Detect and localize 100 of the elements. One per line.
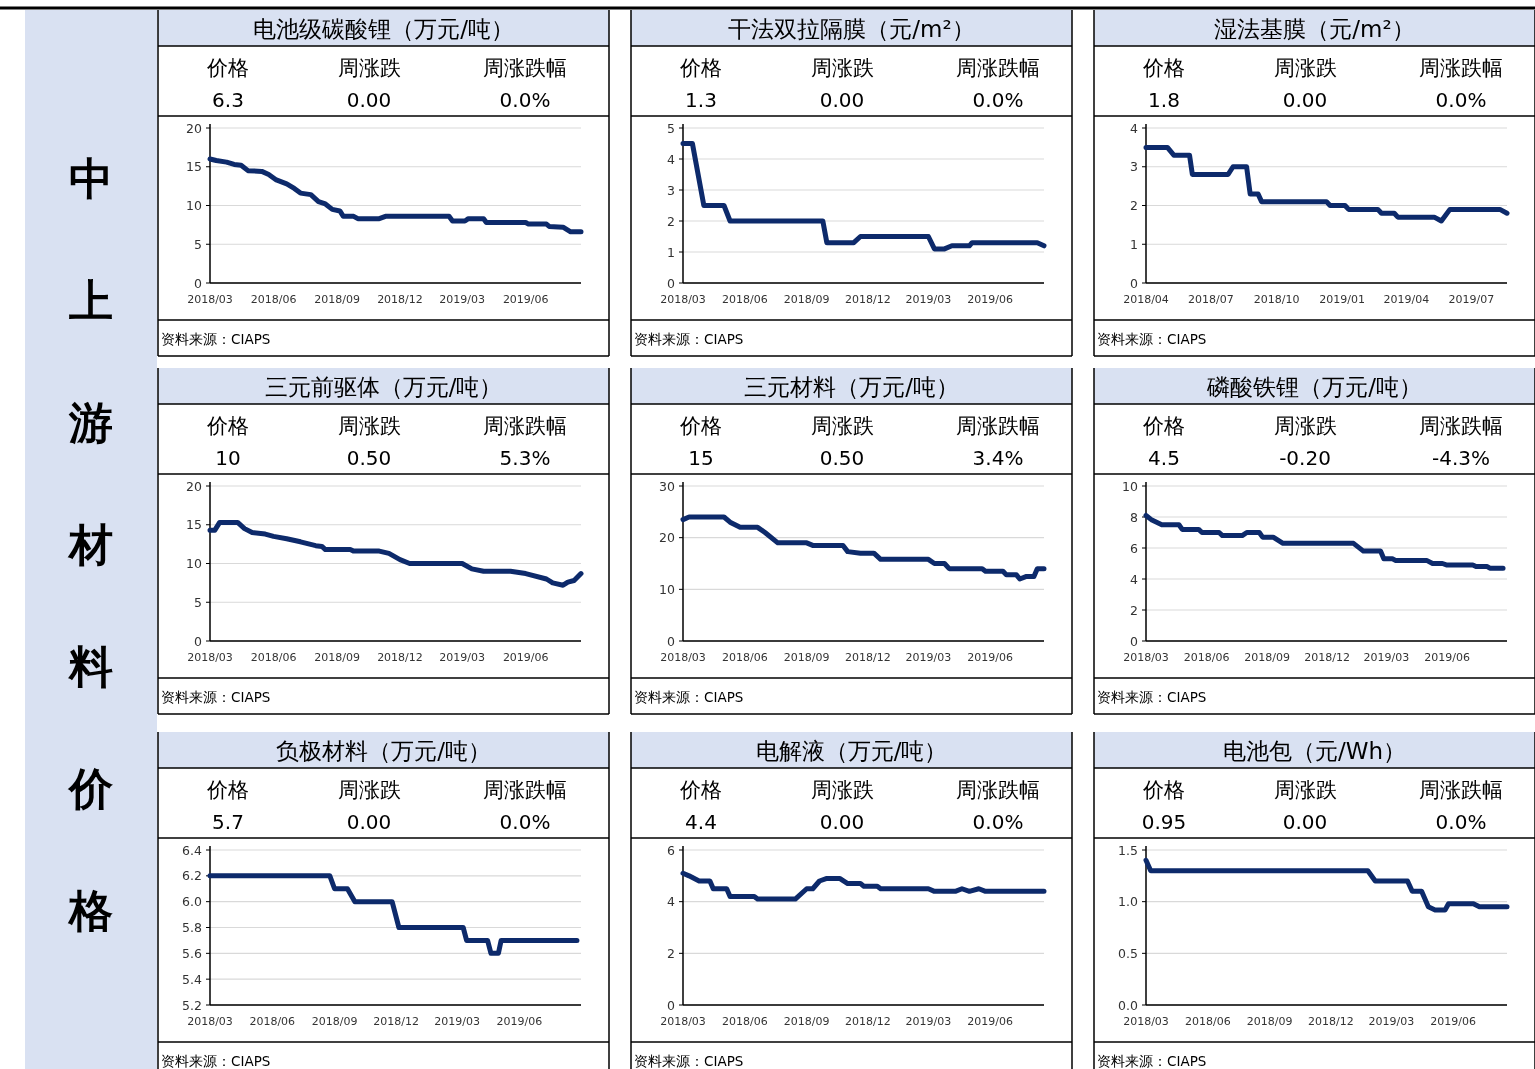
- y-tick-label: 0.0: [1118, 997, 1139, 1013]
- x-tick-label: 2018/12: [845, 293, 891, 306]
- text: 1.3: [685, 88, 717, 112]
- text: 资料来源：CIAPS: [1097, 689, 1207, 705]
- text: 0.50: [819, 446, 865, 470]
- x-tick-label: 2018/09: [783, 293, 830, 306]
- x-tick-label: 2018/09: [1246, 1015, 1293, 1028]
- text: 0.0%: [972, 810, 1024, 834]
- x-tick-label: 2018/06: [1183, 651, 1230, 664]
- y-tick-label: 0: [1130, 633, 1139, 649]
- x-tick-label: 2019/03: [439, 293, 486, 306]
- x-tick-label: 2019/07: [1448, 293, 1495, 306]
- x-tick-label: 2018/04: [1123, 293, 1169, 306]
- x-tick-label: 2019/03: [439, 651, 486, 664]
- x-tick-label: 2018/06: [1185, 1015, 1231, 1028]
- chart-title: 干法双拉隔膜（元/m²）: [728, 16, 975, 42]
- x-tick-label: 2018/03: [660, 1015, 706, 1028]
- x-tick-label: 2019/03: [905, 651, 952, 664]
- x-tick-label: 2019/03: [905, 1015, 952, 1028]
- x-tick-label: 2018/09: [783, 1015, 830, 1028]
- text: 5.3%: [499, 446, 551, 470]
- text: 资料来源：CIAPS: [634, 1053, 744, 1069]
- y-tick-label: 0: [667, 997, 676, 1013]
- x-tick-label: 2018/12: [1308, 1015, 1354, 1028]
- text: 6.3: [212, 88, 244, 112]
- text: 价格: [1142, 414, 1185, 438]
- x-tick-label: 2018/09: [314, 651, 360, 664]
- text: 0.00: [819, 88, 865, 112]
- y-tick-label: 6.0: [182, 894, 203, 910]
- x-tick-label: 2018/09: [783, 651, 830, 664]
- text: 周涨跌幅: [483, 56, 567, 80]
- x-tick-label: 2018/12: [377, 651, 423, 664]
- text: 5.7: [212, 810, 244, 834]
- text: 0.00: [1282, 810, 1328, 834]
- text: 周涨跌: [810, 778, 874, 802]
- chart-title: 电池级碳酸锂（万元/吨）: [253, 16, 514, 42]
- chart-title: 负极材料（万元/吨）: [276, 738, 491, 764]
- x-tick-label: 2019/03: [1363, 651, 1410, 664]
- x-tick-label: 2018/06: [250, 293, 297, 306]
- y-tick-label: 0.5: [1118, 945, 1138, 961]
- x-tick-label: 2019/06: [496, 1015, 543, 1028]
- text: 3.4%: [972, 446, 1024, 470]
- x-tick-label: 2018/12: [377, 293, 423, 306]
- y-tick-label: 20: [659, 530, 676, 546]
- text: 周涨跌幅: [956, 778, 1040, 802]
- x-tick-label: 2018/06: [722, 651, 768, 664]
- y-tick-label: 5.2: [182, 997, 202, 1013]
- y-tick-label: 5.6: [182, 945, 203, 961]
- y-tick-label: 2: [1130, 602, 1138, 618]
- x-tick-label: 2019/06: [502, 651, 549, 664]
- text: 周涨跌: [1273, 778, 1337, 802]
- x-tick-label: 2019/03: [905, 293, 952, 306]
- y-tick-label: 2: [667, 945, 675, 961]
- y-tick-label: 5.8: [182, 920, 203, 935]
- x-tick-label: 2019/06: [967, 1015, 1014, 1028]
- x-tick-label: 2019/06: [502, 293, 549, 306]
- y-tick-label: 6.4: [182, 842, 203, 858]
- x-tick-label: 2019/06: [967, 293, 1014, 306]
- x-tick-label: 2018/12: [1304, 651, 1351, 664]
- x-tick-label: 2018/03: [1123, 651, 1169, 664]
- y-tick-label: 2: [1130, 198, 1138, 213]
- text: 周涨跌幅: [1419, 414, 1503, 438]
- text: 价格: [679, 414, 722, 438]
- y-tick-label: 0: [194, 275, 203, 291]
- text: 0.00: [346, 88, 392, 112]
- text: 资料来源：CIAPS: [161, 1053, 271, 1069]
- text: 价格: [679, 56, 722, 80]
- text: 0.95: [1141, 810, 1187, 834]
- x-tick-label: 2018/06: [249, 1015, 296, 1028]
- text: 价格: [206, 56, 249, 80]
- x-tick-label: 2019/06: [967, 651, 1014, 664]
- text: 周涨跌幅: [956, 56, 1040, 80]
- y-tick-label: 1.0: [1118, 894, 1139, 910]
- x-tick-label: 2019/04: [1383, 293, 1430, 306]
- text: 资料来源：CIAPS: [1097, 1053, 1207, 1069]
- y-tick-label: 8: [1130, 509, 1139, 525]
- text: 价格: [679, 778, 722, 802]
- text: 0.00: [346, 810, 392, 834]
- x-tick-label: 2018/03: [1123, 1015, 1169, 1028]
- text: 资料来源：CIAPS: [161, 331, 271, 347]
- x-tick-label: 2019/03: [1368, 1015, 1415, 1028]
- y-tick-label: 4: [1130, 571, 1139, 587]
- x-tick-label: 2019/01: [1319, 293, 1366, 306]
- y-tick-label: 0: [667, 633, 676, 649]
- x-tick-label: 2018/09: [1244, 651, 1291, 664]
- x-tick-label: 2019/06: [1424, 651, 1470, 664]
- y-tick-label: 6: [1130, 540, 1139, 556]
- x-tick-label: 2018/06: [722, 1015, 768, 1028]
- y-tick-label: 6: [667, 842, 676, 858]
- y-tick-label: 1.5: [1118, 842, 1138, 858]
- y-tick-label: 1: [1130, 236, 1138, 252]
- text: 周涨跌: [1273, 56, 1337, 80]
- text: 1.8: [1148, 88, 1180, 112]
- x-tick-label: 2019/06: [1430, 1015, 1477, 1028]
- text: 周涨跌: [337, 778, 401, 802]
- text: 价格: [206, 778, 249, 802]
- text: 0.0%: [972, 88, 1024, 112]
- chart-title: 中上游材料价格: [69, 153, 113, 936]
- text: 4.4: [685, 810, 717, 834]
- x-tick-label: 2018/07: [1188, 293, 1234, 306]
